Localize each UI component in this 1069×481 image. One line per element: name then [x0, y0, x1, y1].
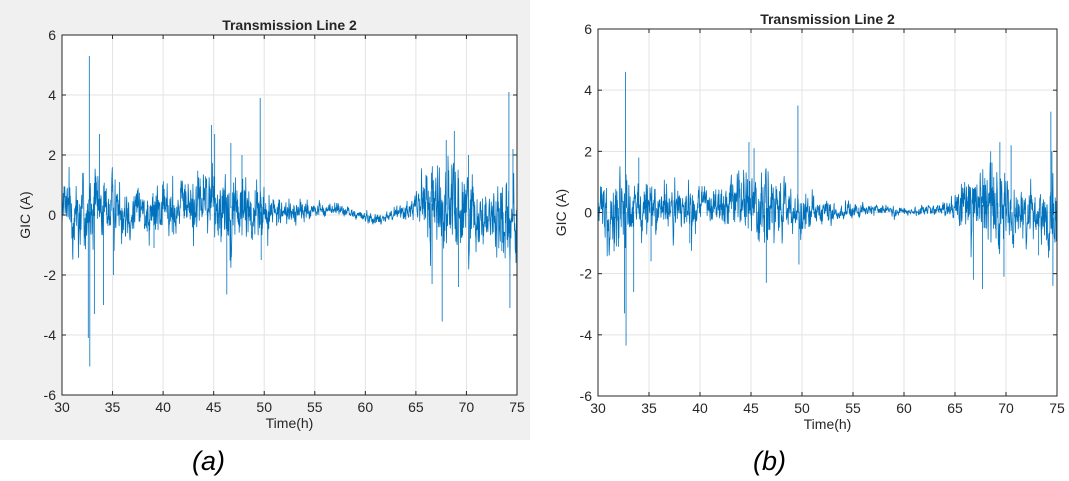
chart-b-xtick-label: 45: [743, 400, 759, 416]
chart-b-xtick-label: 75: [1049, 400, 1065, 416]
chart-b-xtick-label: 70: [998, 400, 1014, 416]
chart-a-xtick-label: 50: [256, 399, 272, 415]
caption-a: (a): [192, 446, 225, 476]
chart-b-xtick-label: 40: [692, 400, 708, 416]
chart-a-xtick-label: 35: [105, 399, 121, 415]
chart-a-title: Transmission Line 2: [222, 17, 357, 33]
chart-a-ytick-label: 0: [48, 207, 56, 223]
chart-a-ytick-label: 6: [48, 27, 56, 43]
chart-a-ytick-label: -6: [44, 387, 57, 403]
chart-b-ytick-label: 6: [584, 21, 592, 37]
chart-b-svg: 30 35 40 45 50 55 60 65 70 75 -6 -4 -2 0 2 4 6 Transmissi…: [553, 11, 1065, 432]
chart-a-ytick-label: 4: [48, 87, 56, 103]
chart-a-ytick-label: 2: [48, 147, 56, 163]
chart-a-xlabel: Time(h): [266, 415, 314, 431]
chart-panel-a: 30 35 40 45 50 55 60 65 70 75 -6 -4 -2 0 2 4 6 Transmissi…: [0, 0, 530, 440]
chart-b-ytick-label: 2: [584, 143, 592, 159]
chart-b-xtick-label: 35: [641, 400, 657, 416]
chart-b-xtick-label: 60: [896, 400, 912, 416]
chart-a-xtick-label: 55: [307, 399, 323, 415]
chart-b-title: Transmission Line 2: [760, 11, 895, 27]
chart-a-ylabel: GIC (A): [17, 191, 33, 238]
chart-a-xtick-label: 65: [408, 399, 424, 415]
chart-b-ytick-label: -2: [580, 266, 593, 282]
chart-a-xtick-label: 30: [54, 399, 70, 415]
chart-a-svg: 30 35 40 45 50 55 60 65 70 75 -6 -4 -2 0 2 4 6 Transmissi…: [17, 17, 525, 431]
chart-a-ytick-label: -4: [44, 327, 57, 343]
chart-b-xtick-label: 30: [590, 400, 606, 416]
chart-a-series-line: [61, 56, 518, 367]
chart-a-ytick-label: -2: [44, 267, 57, 283]
chart-b-ytick-label: -6: [580, 388, 593, 404]
chart-panel-b: 30 35 40 45 50 55 60 65 70 75 -6 -4 -2 0 2 4 6 Transmissi…: [538, 0, 1069, 440]
chart-a-xtick-label: 60: [358, 399, 374, 415]
chart-b-xtick-label: 55: [845, 400, 861, 416]
caption-b: (b): [753, 446, 786, 476]
chart-b-ytick-label: 0: [584, 205, 592, 221]
chart-a-xtick-label: 75: [509, 399, 525, 415]
chart-a-xtick-label: 45: [206, 399, 222, 415]
chart-b-xtick-label: 50: [794, 400, 810, 416]
chart-b-xtick-label: 65: [947, 400, 963, 416]
chart-b-ytick-label: 4: [584, 82, 592, 98]
chart-b-series-line: [597, 71, 1058, 346]
chart-a-xtick-label: 40: [155, 399, 171, 415]
chart-a-xtick-label: 70: [459, 399, 475, 415]
chart-b-ytick-label: -4: [580, 327, 593, 343]
chart-b-xlabel: Time(h): [804, 416, 852, 432]
chart-b-ylabel: GIC (A): [553, 189, 569, 236]
